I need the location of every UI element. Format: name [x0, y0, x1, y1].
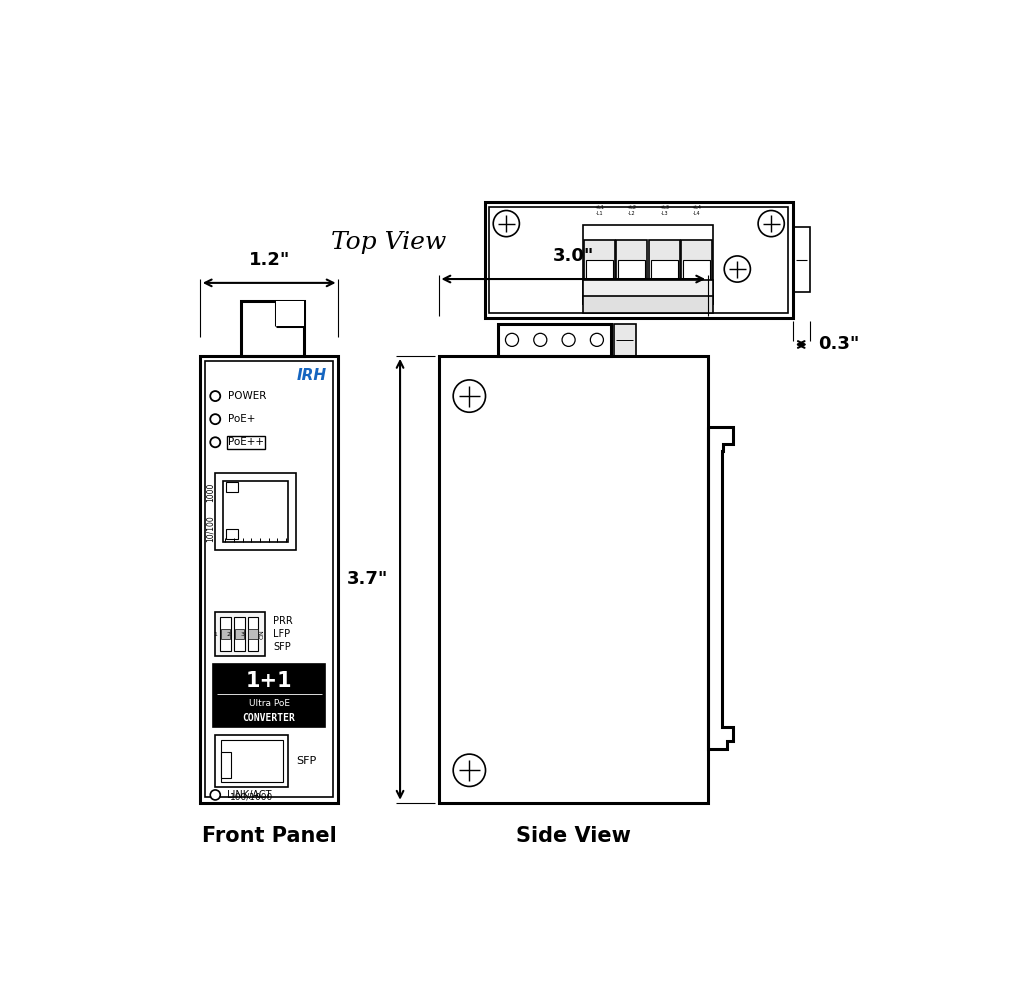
Circle shape — [562, 333, 575, 346]
Circle shape — [534, 333, 547, 346]
Text: 2: 2 — [226, 631, 230, 636]
Bar — [220, 740, 283, 782]
Text: 1.2": 1.2" — [249, 251, 290, 269]
Bar — [489, 206, 788, 313]
Circle shape — [210, 438, 220, 448]
Text: IRH: IRH — [297, 368, 327, 383]
Text: 1000: 1000 — [206, 483, 215, 502]
Text: 100/1000: 100/1000 — [230, 793, 273, 802]
Bar — [200, 356, 339, 803]
Bar — [220, 617, 230, 651]
Text: +L1: +L1 — [595, 205, 604, 210]
Bar — [683, 260, 710, 287]
Circle shape — [454, 380, 485, 412]
Text: Ultra PoE: Ultra PoE — [249, 699, 290, 708]
Text: SFP: SFP — [296, 756, 316, 766]
Bar — [233, 617, 245, 651]
Text: SFP: SFP — [273, 641, 291, 651]
Bar — [616, 240, 647, 289]
Text: 1: 1 — [213, 631, 217, 636]
Bar — [213, 664, 326, 727]
Bar — [584, 240, 614, 289]
Bar — [584, 296, 713, 313]
Text: -L3: -L3 — [660, 211, 668, 216]
Circle shape — [210, 391, 220, 401]
Text: CONVERTER: CONVERTER — [243, 713, 296, 724]
Bar — [586, 260, 613, 287]
Circle shape — [758, 210, 784, 236]
Text: 3.0": 3.0" — [553, 247, 594, 265]
Text: Side View: Side View — [516, 826, 631, 845]
Bar — [242, 300, 304, 356]
Text: PoE++: PoE++ — [228, 438, 264, 448]
Bar — [484, 202, 793, 317]
Bar — [220, 752, 230, 778]
Bar — [220, 629, 230, 639]
Bar — [584, 225, 713, 304]
Text: 3: 3 — [241, 631, 245, 636]
Bar — [226, 483, 238, 493]
Bar — [234, 629, 244, 639]
Bar — [215, 612, 265, 656]
Text: PoE+: PoE+ — [227, 414, 255, 424]
Bar — [215, 735, 289, 788]
Circle shape — [210, 414, 220, 424]
Text: -L4: -L4 — [692, 211, 700, 216]
Bar — [618, 260, 645, 287]
Bar — [226, 436, 265, 449]
Bar — [681, 240, 712, 289]
Circle shape — [454, 754, 485, 787]
Bar — [248, 617, 258, 651]
Bar — [584, 280, 713, 304]
Text: LINK/ACT: LINK/ACT — [226, 790, 271, 800]
Circle shape — [494, 210, 519, 236]
Text: Top View: Top View — [331, 231, 446, 254]
Text: 3.7": 3.7" — [347, 570, 388, 588]
Circle shape — [724, 256, 751, 282]
Bar — [226, 529, 238, 539]
Text: PRR: PRR — [273, 616, 293, 626]
Circle shape — [210, 790, 220, 800]
Bar — [205, 362, 333, 798]
Text: 0.3": 0.3" — [818, 335, 859, 354]
Bar — [249, 629, 258, 639]
Text: 1+1: 1+1 — [246, 671, 293, 691]
Bar — [614, 324, 636, 356]
Text: POWER: POWER — [227, 391, 266, 401]
Bar — [438, 356, 708, 803]
Circle shape — [591, 333, 603, 346]
Circle shape — [506, 333, 518, 346]
Bar — [223, 481, 289, 542]
Bar — [498, 324, 611, 356]
Text: ON: ON — [260, 629, 265, 639]
Text: Front Panel: Front Panel — [202, 826, 337, 845]
Bar — [650, 260, 678, 287]
Bar — [215, 473, 296, 550]
Text: +L4: +L4 — [691, 205, 701, 210]
Text: +L2: +L2 — [627, 205, 637, 210]
Bar — [793, 227, 810, 292]
Text: LFP: LFP — [273, 629, 290, 639]
Text: 10/100: 10/100 — [206, 515, 215, 542]
Text: -L1: -L1 — [596, 211, 603, 216]
Bar — [275, 300, 304, 326]
Text: -L2: -L2 — [628, 211, 636, 216]
Bar — [649, 240, 680, 289]
Text: +L3: +L3 — [659, 205, 669, 210]
